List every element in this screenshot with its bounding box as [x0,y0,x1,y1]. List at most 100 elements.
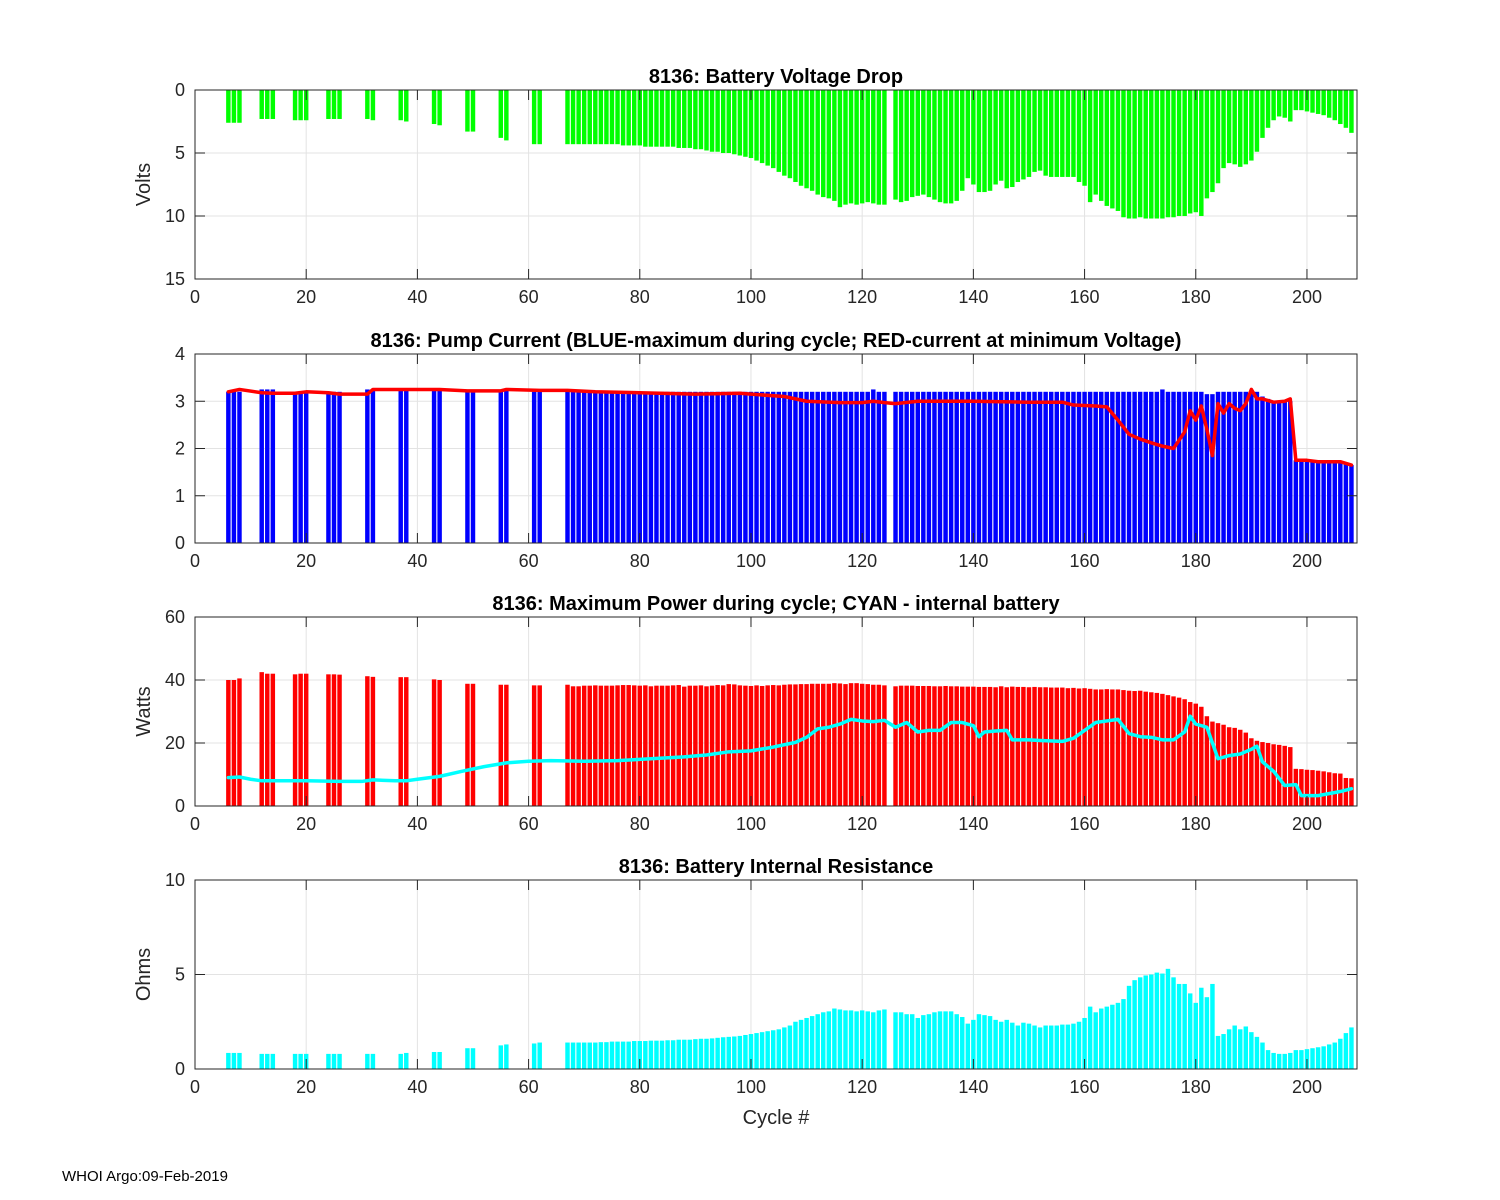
bar [1343,462,1349,543]
bar [1276,744,1282,806]
bar [659,1040,665,1069]
x-tick-label: 160 [1070,1077,1100,1097]
x-tick-label: 80 [630,1077,650,1097]
bar [1043,90,1048,176]
bar [876,90,882,205]
bar [1221,1034,1226,1069]
x-tick-label: 20 [296,1077,316,1097]
y-tick-label: 10 [165,870,185,890]
bar [848,90,854,204]
bar [604,685,609,806]
bar [776,1029,782,1069]
bar [809,90,815,191]
bar [1215,391,1221,543]
bar [643,391,648,543]
bar [976,1014,982,1069]
bar [804,90,809,189]
bar [1343,1033,1349,1069]
bar [987,1016,993,1069]
bar [1232,1025,1237,1069]
bar [365,676,370,806]
bar [570,90,576,145]
bar [654,1040,659,1069]
bar [654,685,659,806]
bar [370,90,376,121]
bar [787,1025,793,1069]
bar [665,1040,670,1069]
bar [259,90,264,119]
bar [904,1014,909,1069]
bar [1004,391,1009,543]
bar [921,391,926,543]
y-tick-label: 40 [165,670,185,690]
bar [1154,90,1160,219]
bar [259,672,264,807]
footer-label: WHOI Argo:09-Feb-2019 [62,1168,228,1185]
bar [1165,968,1171,1069]
bar [626,90,631,146]
bar [231,1052,237,1069]
bar [793,684,798,806]
bar [598,1042,604,1069]
bar [365,90,370,119]
bar [1137,690,1143,806]
bar [1310,770,1315,806]
bar [754,685,759,806]
bar [337,391,342,543]
bar [948,1011,954,1069]
bar [531,391,537,543]
bar [465,683,470,806]
bar [1276,401,1282,543]
bar [665,685,670,806]
bar [1310,1048,1315,1069]
bar [1115,1002,1121,1069]
bar [693,391,698,543]
x-tick-label: 40 [407,551,427,571]
bar [1065,90,1071,177]
bar [1276,90,1282,117]
bar [1249,738,1254,806]
bar [1221,90,1226,169]
x-tick-label: 120 [847,1077,877,1097]
x-tick-label: 120 [847,551,877,571]
bar [370,389,376,543]
bar [982,686,987,806]
bar [1321,1046,1326,1069]
bar [565,391,570,543]
bar [832,391,837,543]
bar [732,1036,737,1069]
bar [1043,391,1048,543]
x-tick-label: 100 [736,1077,766,1097]
bar [826,391,832,543]
bar [759,391,765,543]
bar [331,90,337,119]
bar [593,685,598,806]
bar [882,90,887,205]
bar [909,1014,915,1069]
bar [1126,690,1132,806]
bar [632,90,637,146]
bar [765,1031,770,1069]
bar [1037,90,1043,171]
bar [1004,687,1009,806]
bar [1282,401,1287,543]
bar [1060,90,1065,177]
bar [609,391,615,543]
bar [626,1041,631,1069]
bar [943,1011,948,1069]
bar [1176,983,1182,1069]
x-tick-label: 100 [736,814,766,834]
bar [1326,1044,1332,1069]
bar [1115,689,1121,806]
bar [648,391,654,543]
bar [598,391,604,543]
bar [337,674,342,806]
bar [1171,391,1176,543]
bar [604,391,609,543]
bar [1132,90,1137,219]
bar [682,391,687,543]
bar [987,686,993,806]
bar [776,391,782,543]
bar [337,1053,342,1069]
bar [843,391,848,543]
